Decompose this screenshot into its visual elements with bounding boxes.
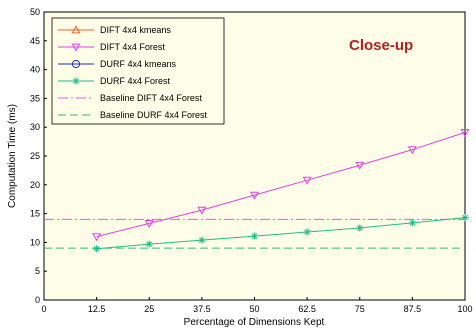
legend-box [51,17,225,125]
y-axis-ticks: 0 5 10 15 20 25 30 35 40 45 50 [30,7,47,305]
data-point [408,219,416,227]
y-tick-label: 10 [30,237,40,247]
series-markers [92,129,470,253]
data-point [356,224,364,232]
legend-marker-2 [71,59,81,69]
x-axis-label: Percentage of Dimensions Kept [184,317,325,328]
data-point [250,191,259,200]
y-tick-label: 35 [30,93,40,103]
data-point [303,228,311,236]
series-lines [96,131,466,250]
y-tick-label: 50 [30,7,40,17]
legend: DIFT 4x4 kmeans DIFT 4x4 Forest DURF 4x4 k… [51,17,225,125]
x-tick-label: 37.5 [193,304,211,314]
legend-marker-0 [71,25,81,34]
closeup-annotation: Close-up [349,37,413,54]
data-point [460,129,470,138]
data-point [197,206,207,215]
legend-label: Baseline DURF 4x4 Forest [100,110,208,120]
y-tick-label: 20 [30,180,40,190]
y-tick-label: 5 [35,266,40,276]
y-tick-label: 40 [30,65,40,75]
data-point [355,161,365,170]
x-tick-label: 87.5 [404,304,422,314]
y-axis-label: Computation Time (ms) [7,104,18,208]
legend-label: DIFT 4x4 kmeans [100,25,171,35]
legend-label: DURF 4x4 Forest [100,76,171,86]
x-tick-label: 75 [355,304,365,314]
x-axis-ticks: 0 12.5 25 37.5 50 62.5 75 87.5 100 [41,297,473,314]
legend-label: Baseline DIFT 4x4 Forest [100,93,202,103]
series-line-3 [96,217,466,250]
x-tick-label: 12.5 [88,304,106,314]
data-point [92,233,102,242]
data-point [250,232,259,240]
data-point [145,240,153,248]
x-tick-label: 50 [249,304,259,314]
data-point [93,245,101,253]
y-tick-label: 45 [30,36,40,46]
data-point [144,220,154,229]
legend-marker-1 [71,43,81,52]
data-point [198,236,206,244]
legend-marker-3 [72,77,80,85]
x-tick-label: 25 [144,304,154,314]
legend-items: DIFT 4x4 kmeans DIFT 4x4 Forest DURF 4x4 k… [58,25,208,120]
y-tick-label: 15 [30,209,40,219]
data-point [461,214,469,222]
y-tick-label: 25 [30,151,40,161]
baseline-lines [44,218,465,249]
series-line-1 [96,131,466,238]
data-point [407,146,417,155]
legend-label: DIFT 4x4 Forest [100,42,165,52]
x-tick-label: 100 [457,304,472,314]
x-tick-label: 62.5 [298,304,316,314]
y-tick-label: 30 [30,122,40,132]
data-point [302,176,312,185]
x-tick-label: 0 [41,304,46,314]
y-tick-label: 0 [35,295,40,305]
legend-label: DURF 4x4 kmeans [100,59,177,69]
